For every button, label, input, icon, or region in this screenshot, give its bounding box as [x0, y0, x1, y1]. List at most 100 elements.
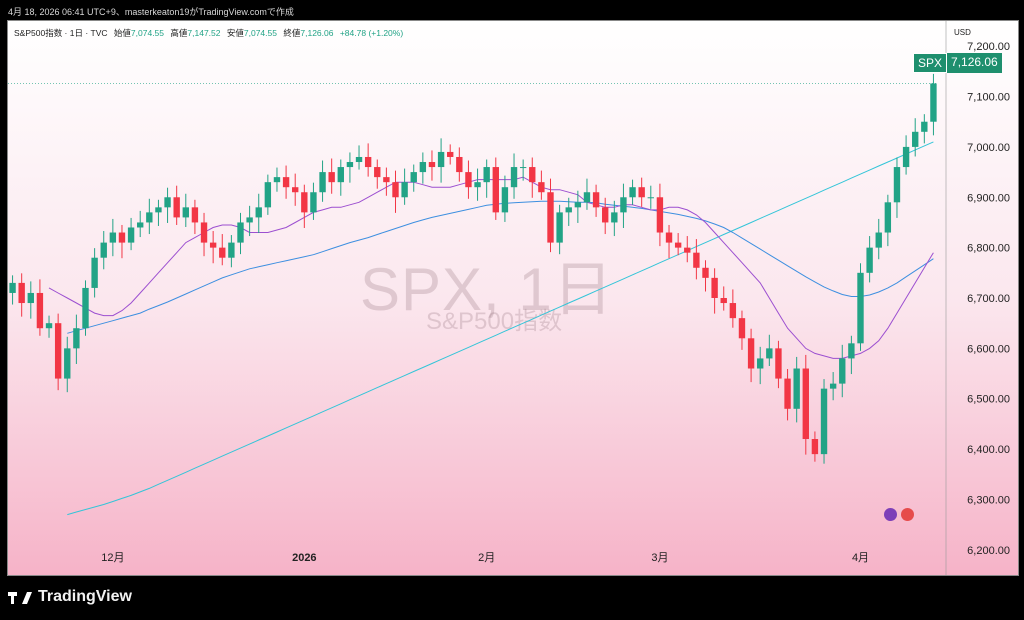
- candle-body: [109, 232, 117, 243]
- candle-body: [912, 131, 919, 147]
- candle-body: [665, 232, 673, 243]
- brand-footer: TradingView: [8, 588, 132, 606]
- x-tick-label: 2026: [292, 552, 316, 564]
- candle-body: [529, 167, 536, 183]
- candle-body: [465, 172, 472, 188]
- y-tick-label: 6,200.00: [967, 545, 1010, 557]
- x-tick-label: 2月: [478, 552, 495, 564]
- ma-mid-line: [67, 200, 934, 334]
- candle-body: [146, 212, 153, 223]
- ohlc-legend: S&P500指数 · 1日 · TVC 始値7,074.55 高値7,147.5…: [14, 27, 403, 39]
- candle-body: [711, 277, 718, 298]
- candle-body: [319, 172, 326, 193]
- candle-body: [492, 167, 499, 213]
- candle-body: [383, 177, 390, 183]
- candle-body: [638, 187, 645, 198]
- candle-body: [483, 167, 490, 183]
- price-tag-symbol: SPX: [913, 53, 948, 73]
- candle-body: [820, 388, 828, 455]
- candle-body: [793, 368, 800, 409]
- candle-body: [447, 151, 454, 157]
- candle-body: [921, 121, 928, 132]
- candlestick-chart[interactable]: 7,200.00 7,100.00 7,000.00 6,900.00 6,800.00…: [8, 21, 1018, 575]
- candle-body: [501, 187, 509, 213]
- candle-body: [902, 146, 910, 168]
- ma-fast-line: [48, 176, 934, 359]
- candle-body: [173, 197, 180, 218]
- candle-body: [73, 328, 80, 349]
- candle-body: [228, 242, 235, 258]
- candle-body: [611, 212, 618, 223]
- y-tick-label: 6,800.00: [967, 243, 1010, 255]
- price-tag-value: 7,126.06: [947, 53, 1002, 73]
- candle-body: [401, 182, 408, 198]
- watermark-symbol: SPX, 1日: [360, 256, 614, 323]
- candle-body: [811, 439, 819, 455]
- candle-body: [583, 192, 591, 203]
- legend-low: 7,074.55: [243, 28, 277, 38]
- candle-body: [738, 318, 746, 339]
- legend-open-label: 始値: [113, 28, 131, 38]
- legend-low-label: 安値: [226, 28, 244, 38]
- y-tick-label: 6,300.00: [967, 494, 1010, 506]
- chart-caption: 4月 18, 2026 06:41 UTC+9、masterkeaton19がT…: [8, 7, 294, 17]
- flag-icon[interactable]: [901, 508, 914, 521]
- legend-open: 7,074.55: [130, 28, 165, 38]
- candle-body: [118, 232, 126, 243]
- lightning-icon[interactable]: [884, 508, 897, 521]
- candle-body: [200, 222, 208, 243]
- currency-label: USD: [954, 28, 971, 37]
- candle-body: [839, 358, 846, 384]
- y-tick-label: 6,500.00: [967, 394, 1010, 406]
- candle-body: [127, 227, 135, 243]
- y-tick-label: 6,400.00: [967, 444, 1010, 456]
- candle-body: [857, 272, 864, 344]
- candle-body: [337, 167, 344, 183]
- legend-symbol: S&P500指数 · 1日 · TVC: [14, 28, 108, 38]
- candle-body: [829, 383, 837, 389]
- candle-body: [693, 252, 700, 268]
- candle-body: [328, 172, 335, 183]
- candle-body: [64, 348, 71, 379]
- candle-body: [602, 207, 609, 223]
- chart-panel[interactable]: SPX, 1日 S&P500指数 7,200.00 7,100.00 7,000.0…: [7, 20, 1019, 576]
- candle-body: [428, 162, 436, 168]
- candle-body: [410, 172, 417, 183]
- ma-slow-line: [67, 141, 934, 516]
- candle-body: [255, 207, 262, 218]
- y-tick-label: 6,700.00: [967, 293, 1010, 305]
- candle-body: [164, 197, 171, 208]
- candle-body: [45, 323, 53, 329]
- candle-body: [766, 348, 773, 359]
- candle-body: [474, 182, 481, 188]
- candle-body: [292, 187, 299, 193]
- candle-body: [137, 222, 144, 228]
- candle-body: [893, 167, 901, 203]
- candle-body: [775, 348, 782, 379]
- candle-body: [54, 323, 62, 379]
- x-tick-label: 3月: [651, 552, 668, 564]
- candle-body: [538, 182, 545, 193]
- candle-body: [656, 197, 664, 233]
- candle-body: [282, 177, 290, 188]
- candle-body: [346, 162, 354, 168]
- candle-body: [519, 167, 527, 169]
- candle-body: [510, 167, 518, 188]
- candle-body: [182, 207, 189, 218]
- candle-body: [237, 222, 244, 243]
- legend-close: 7,126.06: [300, 28, 334, 38]
- candle-body: [273, 177, 281, 183]
- y-tick-label: 7,100.00: [967, 92, 1010, 104]
- candle-body: [264, 182, 272, 208]
- candle-body: [747, 338, 755, 369]
- candle-body: [9, 282, 16, 293]
- candle-body: [374, 167, 381, 178]
- legend-high-label: 高値: [170, 28, 188, 38]
- x-tick-label: 4月: [852, 552, 869, 564]
- candle-body: [18, 282, 25, 304]
- chart-icons: [884, 508, 914, 521]
- candle-body: [592, 192, 600, 208]
- candle-body: [556, 212, 563, 243]
- legend-close-label: 終値: [283, 28, 301, 38]
- last-price-tag: SPX 7,126.06: [913, 53, 1002, 73]
